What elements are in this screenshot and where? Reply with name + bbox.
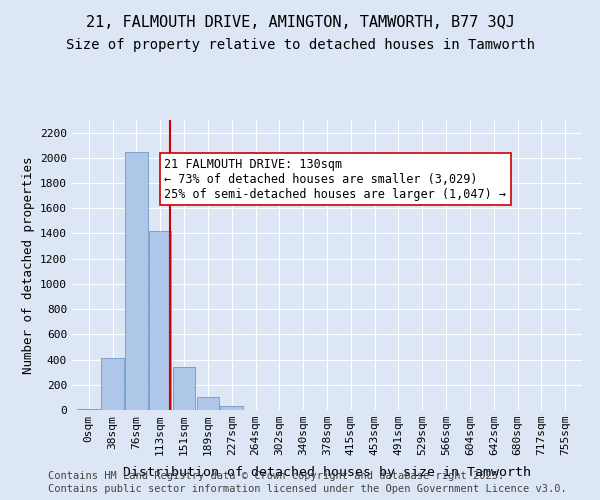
Y-axis label: Number of detached properties: Number of detached properties (22, 156, 35, 374)
Bar (77, 408, 100, 410)
Bar (149, 231, 172, 410)
Text: 21 FALMOUTH DRIVE: 130sqm
← 73% of detached houses are smaller (3,029)
25% of se: 21 FALMOUTH DRIVE: 130sqm ← 73% of detac… (164, 158, 506, 200)
Bar (173, 367, 196, 410)
Bar (220, 406, 243, 410)
Text: 21, FALMOUTH DRIVE, AMINGTON, TAMWORTH, B77 3QJ: 21, FALMOUTH DRIVE, AMINGTON, TAMWORTH, … (86, 15, 514, 30)
Text: Contains public sector information licensed under the Open Government Licence v3: Contains public sector information licen… (48, 484, 567, 494)
Bar (197, 398, 219, 410)
X-axis label: Distribution of detached houses by size in Tamworth: Distribution of detached houses by size … (123, 466, 531, 479)
Bar (101, 358, 124, 410)
Text: Contains HM Land Registry data © Crown copyright and database right 2025.: Contains HM Land Registry data © Crown c… (48, 471, 504, 481)
Text: Size of property relative to detached houses in Tamworth: Size of property relative to detached ho… (65, 38, 535, 52)
Bar (125, 152, 148, 410)
